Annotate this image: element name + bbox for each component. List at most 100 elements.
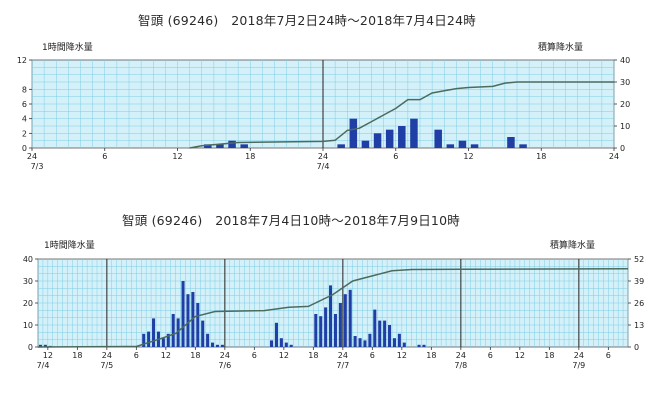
chart2-x-tick-label: 6 [134,351,139,360]
chart2-left-tick-label: 40 [23,255,33,264]
chart2-date-label: 7/8 [454,361,467,370]
chart2-right-axis-label: 積算降水量 [550,241,596,251]
chart2-bar [147,331,151,347]
chart2-bar [196,303,200,347]
chart2-left-tick-label: 30 [23,277,33,286]
chart2-x-tick-label: 12 [161,351,171,360]
chart2-x-tick-label: 18 [544,351,554,360]
chart2-x-tick-label: 24 [456,351,466,360]
chart2-bar [388,325,392,347]
chart1-x-tick-label: 12 [463,152,473,161]
chart2-bar [373,309,377,347]
chart1-left-tick-label: 2 [22,129,27,138]
chart2-bar [353,336,357,347]
chart2-x-tick-label: 12 [279,351,289,360]
chart2-x-tick-label: 24 [574,351,584,360]
chart2-x-tick-label: 18 [190,351,200,360]
chart2-bar [358,338,362,347]
chart2-bar [38,344,42,347]
chart2-x-tick-label: 12 [43,351,53,360]
chart2-x-tick-label: 18 [426,351,436,360]
chart2-bar [397,333,401,347]
chart2-bar [378,320,382,347]
chart2-x-tick-label: 6 [252,351,257,360]
chart2-date-label: 7/7 [336,361,349,370]
chart1-bar [385,129,394,148]
chart2-bar [333,314,337,347]
chart1-bar [519,144,527,148]
chart1-bar [373,133,382,148]
chart1-left-tick-label: 4 [22,115,27,124]
chart2-bar [324,307,328,347]
chart2-bar [417,344,421,347]
chart2-x-tick-label: 18 [308,351,318,360]
chart2-x-tick-label: 24 [338,351,348,360]
chart2-right-tick-label: 26 [634,299,644,308]
chart2-x-tick-label: 12 [515,351,525,360]
chart1-bar [458,140,467,148]
chart1-right-tick-label: 0 [620,144,625,153]
chart1-left-tick-label: 0 [22,144,27,153]
chart1-x-tick-label: 24 [609,152,619,161]
chart1-right-tick-label: 30 [620,78,630,87]
chart2-bar [422,344,426,347]
chart2-bar [171,314,175,347]
chart2-x-tick-label: 6 [488,351,493,360]
chart1-right-tick-label: 10 [620,122,630,131]
chart2-left-axis-label: 1時間降水量 [44,241,95,251]
chart2-right-tick-label: 52 [634,255,644,264]
chart2-x-tick-label: 24 [220,351,230,360]
chart2-bar [363,340,367,347]
chart2-x-tick-label: 6 [370,351,375,360]
chart2-bar [206,333,210,347]
chart1-date-label: 7/4 [317,162,330,171]
chart2-left-tick-label: 20 [23,299,33,308]
chart2-bar [215,344,219,347]
chart2-bar [383,320,387,347]
chart1-x-tick-label: 6 [393,152,398,161]
chart2-x-tick-label: 6 [606,351,611,360]
chart1-right-tick-label: 40 [620,56,630,65]
chart1-x-tick-label: 12 [172,152,182,161]
chart1-date-label: 7/3 [31,162,44,171]
chart2-bar [142,333,146,347]
chart2-bar [392,338,396,347]
chart2-date-label: 7/5 [100,361,113,370]
chart2-x-tick-label: 18 [72,351,82,360]
chart1-bar [337,144,345,148]
chart2-bar [368,333,372,347]
chart2-bar [279,338,283,347]
chart2-bar [161,338,165,347]
chart1-cumulative-line [189,81,614,149]
chart2-bar [329,285,333,347]
chart2-bar [270,340,274,347]
chart2-x-tick-label: 24 [102,351,112,360]
chart2-left-tick-label: 0 [28,343,33,352]
chart2-bar [152,318,156,347]
chart2-title: 智頭 (69246) 2018年7月4日10時～2018年7月9日10時 [122,213,460,228]
chart1-bar [410,118,418,148]
chart1-bar [446,144,455,148]
chart1-bar [240,144,248,148]
chart2-bar [274,322,278,347]
chart1-left-axis-label: 1時間降水量 [42,43,93,53]
chart1-bar [204,144,212,148]
chart1-left-tick-label: 6 [22,100,27,109]
chart2-bar [402,342,406,347]
chart1-x-tick-label: 24 [27,152,37,161]
chart2-bar [284,342,288,347]
chart1-bar [470,144,479,148]
chart2-left-tick-label: 10 [23,321,33,330]
chart2-cumulative-line [37,268,629,348]
chart1-x-tick-label: 18 [536,152,546,161]
chart2-date-label: 7/6 [218,361,231,370]
chart1-right-axis-label: 積算降水量 [538,43,584,53]
chart2-bar [201,320,205,347]
chart2-bar [289,344,293,347]
chart1-title: 智頭 (69246) 2018年7月2日24時～2018年7月4日24時 [138,13,476,28]
chart2-bar [338,303,342,347]
chart2-date-label: 7/4 [37,361,50,370]
chart2-bar [343,294,347,347]
